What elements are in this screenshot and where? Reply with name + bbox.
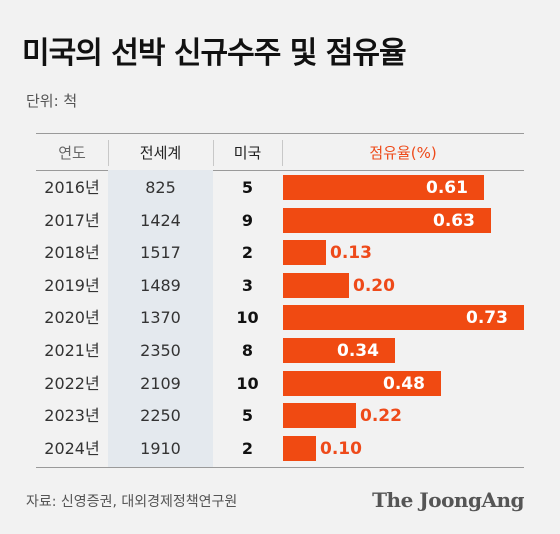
- table-top-rule: [36, 133, 524, 134]
- share-label: 0.73: [466, 308, 508, 329]
- row-world-value: 1489: [140, 275, 181, 295]
- row-year: 2016년: [44, 178, 100, 197]
- share-bar: [283, 207, 491, 233]
- row-year: 2020년: [44, 308, 100, 328]
- row-year: 2022년: [44, 373, 100, 393]
- header-share: 점유율(%): [369, 144, 437, 162]
- row-us-value: 2: [241, 243, 254, 263]
- row-world-value: 1517: [140, 243, 181, 263]
- share-bar: [283, 175, 484, 200]
- table-header-rule: [36, 170, 524, 171]
- share-bar: [283, 305, 524, 331]
- chart-title: 미국의 선박 신규수주 및 점유율: [22, 36, 407, 71]
- share-label: 0.10: [320, 438, 362, 459]
- share-label: 0.61: [426, 178, 468, 198]
- share-label: 0.34: [337, 341, 379, 361]
- row-year: 2023년: [44, 406, 100, 426]
- unit-label: 단위: 척: [26, 92, 78, 110]
- brand-logo: The JoongAng: [372, 488, 524, 512]
- row-world-value: 1910: [140, 438, 181, 458]
- row-year: 2021년: [44, 341, 100, 360]
- row-us-value: 5: [241, 406, 254, 426]
- row-world-value: 1370: [140, 308, 181, 328]
- row-us-value: 9: [241, 210, 254, 230]
- world-column-background: [108, 170, 213, 467]
- header-divider-2: [213, 140, 214, 166]
- source-note: 자료: 신영증권, 대외경제정책연구원: [26, 494, 238, 510]
- header-us: 미국: [233, 144, 262, 162]
- row-world-value: 2350: [140, 341, 181, 360]
- share-bar: [283, 240, 326, 266]
- share-label: 0.20: [353, 275, 395, 296]
- share-bar: [283, 403, 356, 429]
- header-divider-3: [282, 140, 283, 166]
- share-label: 0.22: [360, 406, 402, 427]
- share-label: 0.13: [330, 243, 372, 264]
- row-year: 2018년: [44, 243, 100, 263]
- share-bar: [283, 370, 441, 396]
- row-world-value: 1424: [140, 210, 181, 230]
- header-divider-1: [108, 140, 109, 166]
- row-us-value: 3: [241, 275, 254, 295]
- share-label: 0.48: [383, 373, 425, 394]
- row-us-value: 10: [236, 373, 259, 393]
- share-bar: [283, 338, 395, 363]
- row-year: 2017년: [44, 210, 100, 230]
- row-us-value: 10: [236, 308, 259, 328]
- header-world: 전세계: [139, 144, 182, 162]
- row-world-value: 2109: [140, 373, 181, 393]
- share-bar: [283, 435, 316, 461]
- row-year: 2019년: [44, 275, 100, 295]
- row-year: 2024년: [44, 438, 100, 458]
- row-world-value: 825: [145, 178, 176, 197]
- share-label: 0.63: [433, 210, 475, 231]
- table-bottom-rule: [36, 467, 524, 468]
- header-year: 연도: [58, 144, 86, 162]
- row-us-value: 2: [241, 438, 254, 458]
- row-us-value: 8: [241, 341, 254, 360]
- share-bar: [283, 272, 349, 298]
- row-us-value: 5: [241, 178, 254, 197]
- row-world-value: 2250: [140, 406, 181, 426]
